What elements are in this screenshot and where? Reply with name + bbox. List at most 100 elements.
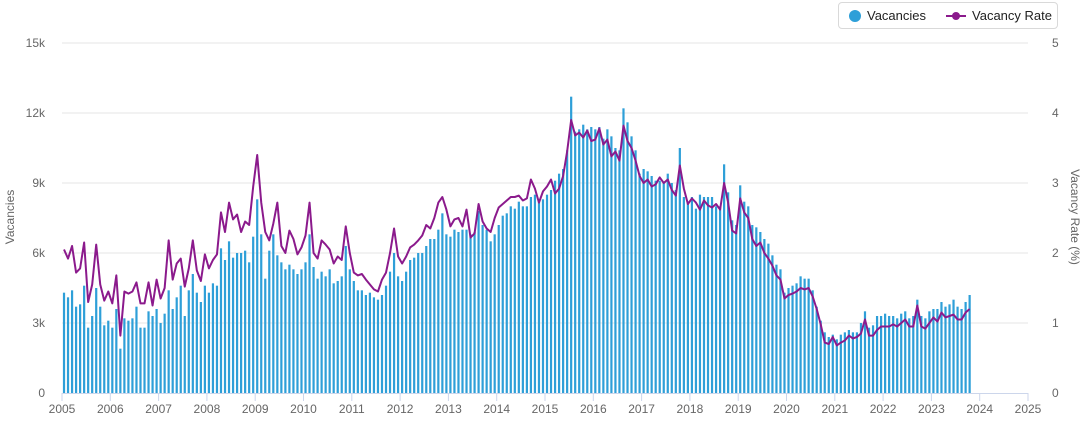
- vacancies-bar[interactable]: [562, 169, 565, 393]
- vacancies-bar[interactable]: [143, 327, 146, 393]
- vacancies-bar[interactable]: [614, 148, 617, 393]
- vacancies-bar[interactable]: [364, 295, 367, 393]
- vacancies-bar[interactable]: [525, 206, 528, 393]
- vacancies-bar[interactable]: [888, 316, 891, 393]
- vacancies-bar[interactable]: [465, 229, 468, 393]
- vacancies-bar[interactable]: [83, 285, 86, 393]
- vacancies-bar[interactable]: [747, 206, 750, 393]
- vacancies-bar[interactable]: [767, 243, 770, 393]
- vacancies-bar[interactable]: [437, 229, 440, 393]
- vacancies-bar[interactable]: [867, 327, 871, 393]
- vacancies-bar[interactable]: [533, 194, 537, 393]
- vacancies-bar[interactable]: [892, 316, 895, 393]
- vacancies-bar[interactable]: [960, 309, 963, 393]
- vacancies-bar[interactable]: [666, 173, 669, 393]
- vacancies-bar[interactable]: [650, 176, 653, 393]
- vacancies-bar[interactable]: [855, 332, 859, 393]
- vacancies-bar[interactable]: [183, 316, 186, 393]
- vacancies-bar[interactable]: [557, 173, 561, 393]
- vacancies-bar[interactable]: [578, 129, 581, 393]
- vacancies-bar[interactable]: [95, 288, 98, 393]
- vacancies-bar[interactable]: [453, 229, 456, 393]
- vacancies-bar[interactable]: [195, 292, 198, 393]
- vacancies-bar[interactable]: [211, 283, 215, 393]
- vacancies-bar[interactable]: [461, 229, 464, 393]
- vacancies-bar[interactable]: [702, 197, 706, 393]
- vacancies-bar[interactable]: [223, 260, 227, 393]
- vacancies-bar[interactable]: [751, 225, 754, 393]
- vacancies-bar[interactable]: [871, 325, 875, 393]
- vacancies-bar[interactable]: [445, 234, 448, 393]
- vacancies-bar[interactable]: [457, 232, 460, 393]
- vacancies-bars[interactable]: [62, 96, 971, 394]
- vacancies-bar[interactable]: [920, 316, 923, 393]
- vacancies-bar[interactable]: [964, 302, 967, 393]
- vacancies-bar[interactable]: [360, 290, 363, 393]
- vacancies-bar[interactable]: [392, 253, 396, 393]
- vacancies-bar[interactable]: [280, 262, 283, 393]
- vacancies-bar[interactable]: [602, 138, 605, 393]
- vacancies-bar[interactable]: [167, 290, 170, 393]
- vacancies-bar[interactable]: [284, 269, 287, 393]
- vacancies-bar[interactable]: [256, 199, 259, 393]
- vacancies-bar[interactable]: [505, 213, 508, 393]
- vacancies-bar[interactable]: [235, 253, 239, 393]
- vacancies-bar[interactable]: [421, 253, 424, 393]
- vacancies-bar[interactable]: [847, 330, 850, 393]
- vacancies-bar[interactable]: [803, 278, 806, 393]
- vacancies-bar[interactable]: [549, 190, 553, 393]
- vacancies-bar[interactable]: [111, 327, 114, 393]
- vacancies-bar[interactable]: [908, 318, 911, 393]
- vacancies-bar[interactable]: [944, 306, 947, 393]
- vacancies-bar[interactable]: [62, 292, 66, 393]
- vacancies-bar[interactable]: [815, 306, 818, 393]
- vacancies-bar[interactable]: [755, 227, 758, 393]
- vacancies-bar[interactable]: [839, 334, 842, 393]
- vacancies-bar[interactable]: [811, 290, 814, 393]
- vacancies-bar[interactable]: [288, 264, 291, 393]
- vacancies-bar[interactable]: [706, 197, 710, 393]
- vacancies-bar[interactable]: [779, 269, 782, 393]
- vacancies-bar[interactable]: [807, 278, 810, 393]
- vacancies-bar[interactable]: [545, 194, 549, 393]
- vacancies-bar[interactable]: [372, 297, 376, 393]
- vacancies-bar[interactable]: [449, 236, 452, 393]
- vacancies-bar[interactable]: [590, 127, 593, 393]
- vacancies-bar[interactable]: [682, 197, 685, 393]
- vacancies-bar[interactable]: [219, 248, 223, 393]
- vacancies-bar[interactable]: [115, 309, 118, 393]
- vacancies-bar[interactable]: [690, 197, 694, 393]
- vacancies-bar[interactable]: [497, 225, 500, 393]
- vacancies-bar[interactable]: [654, 180, 657, 393]
- vacancies-bar[interactable]: [481, 225, 484, 393]
- vacancies-bar[interactable]: [928, 311, 931, 393]
- vacancies-bar[interactable]: [570, 96, 573, 394]
- vacancies-bar[interactable]: [936, 309, 939, 393]
- vacancies-bar[interactable]: [103, 325, 106, 393]
- vacancies-bar[interactable]: [529, 197, 533, 393]
- vacancies-bar[interactable]: [662, 183, 665, 393]
- vacancies-bar[interactable]: [276, 255, 279, 393]
- vacancies-bar[interactable]: [743, 201, 746, 393]
- vacancies-bar[interactable]: [795, 283, 798, 393]
- vacancies-bar[interactable]: [332, 283, 335, 393]
- vacancies-bar[interactable]: [594, 129, 597, 393]
- vacancies-bar[interactable]: [489, 241, 492, 393]
- vacancies-bar[interactable]: [429, 239, 432, 393]
- vacancies-bar[interactable]: [340, 276, 343, 393]
- vacancies-bar[interactable]: [240, 253, 243, 393]
- vacancies-bar[interactable]: [203, 285, 206, 393]
- vacancies-bar[interactable]: [723, 164, 726, 393]
- vacancies-bar[interactable]: [626, 122, 629, 393]
- vacancies-bar[interactable]: [396, 276, 400, 393]
- vacancies-bar[interactable]: [401, 281, 404, 393]
- vacancies-bar[interactable]: [231, 257, 235, 393]
- vacancies-bar[interactable]: [199, 302, 202, 393]
- vacancies-bar[interactable]: [155, 309, 158, 393]
- vacancies-bar[interactable]: [292, 269, 295, 393]
- vacancies-bar[interactable]: [384, 285, 388, 393]
- vacancies-bar[interactable]: [79, 304, 82, 393]
- vacancies-bar[interactable]: [328, 269, 331, 393]
- vacancies-bar[interactable]: [694, 208, 698, 393]
- vacancies-bar[interactable]: [686, 201, 689, 393]
